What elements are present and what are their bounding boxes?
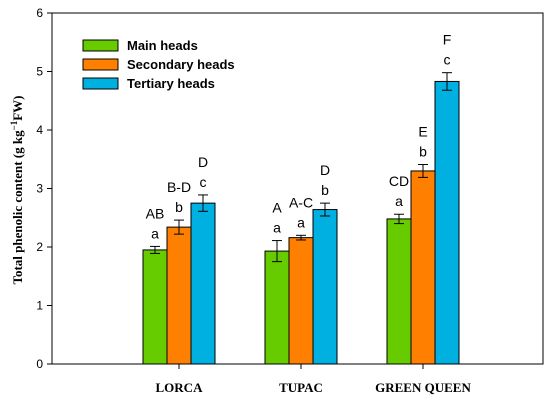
group-significance-letter: CD <box>389 173 409 189</box>
bar <box>264 250 290 365</box>
y-axis-label-end: FW) <box>10 95 25 120</box>
y-tick-label: 5 <box>36 65 43 79</box>
significance-letter: b <box>419 144 427 160</box>
group-significance-letter: A-C <box>289 194 313 210</box>
significance-letter: a <box>273 220 281 236</box>
group-significance-letter: B-D <box>167 179 191 195</box>
category-label: GREEN QUEEN <box>375 380 471 395</box>
y-tick-label: 2 <box>36 240 43 254</box>
legend-swatch <box>82 77 119 90</box>
group-significance-letter: AB <box>146 205 165 221</box>
significance-letter: a <box>151 225 159 241</box>
y-axis-label-main: Total phenolic content (g kg <box>10 130 25 285</box>
significance-letter: c <box>200 174 207 190</box>
significance-letter: a <box>297 214 305 230</box>
y-tick-label: 3 <box>36 182 43 196</box>
legend-label: Main heads <box>127 38 198 53</box>
y-tick-label: 0 <box>36 357 43 371</box>
bar <box>434 80 460 365</box>
group-significance-letter: A <box>272 200 282 216</box>
category-label: TUPAC <box>279 380 323 395</box>
y-tick-label: 1 <box>36 299 43 313</box>
legend-label: Tertiary heads <box>127 76 215 91</box>
y-tick-label: 4 <box>36 123 43 137</box>
group-significance-letter: D <box>198 154 208 170</box>
group-significance-letter: D <box>320 162 330 178</box>
legend: Main heads Secondary heads Tertiary heads <box>82 38 235 91</box>
bar <box>386 218 412 365</box>
bar <box>190 202 216 365</box>
significance-letter: a <box>395 193 403 209</box>
group-significance-letter: E <box>418 124 427 140</box>
legend-swatch <box>82 58 119 71</box>
group-significance-letter: F <box>443 32 452 48</box>
y-axis-label-sup: −1 <box>9 120 19 130</box>
category-label: LORCA <box>156 380 204 395</box>
significance-letter: c <box>444 52 451 68</box>
bar <box>410 170 436 365</box>
significance-letter: b <box>321 182 329 198</box>
legend-label: Secondary heads <box>127 57 235 72</box>
bar <box>166 226 192 365</box>
bar <box>288 237 314 365</box>
bar <box>142 249 168 365</box>
significance-letter: b <box>175 199 183 215</box>
bar <box>312 209 338 365</box>
y-tick-label: 6 <box>36 6 43 20</box>
y-axis-label: Total phenolic content (g kg−1FW) <box>9 95 25 284</box>
legend-swatch <box>82 39 119 52</box>
